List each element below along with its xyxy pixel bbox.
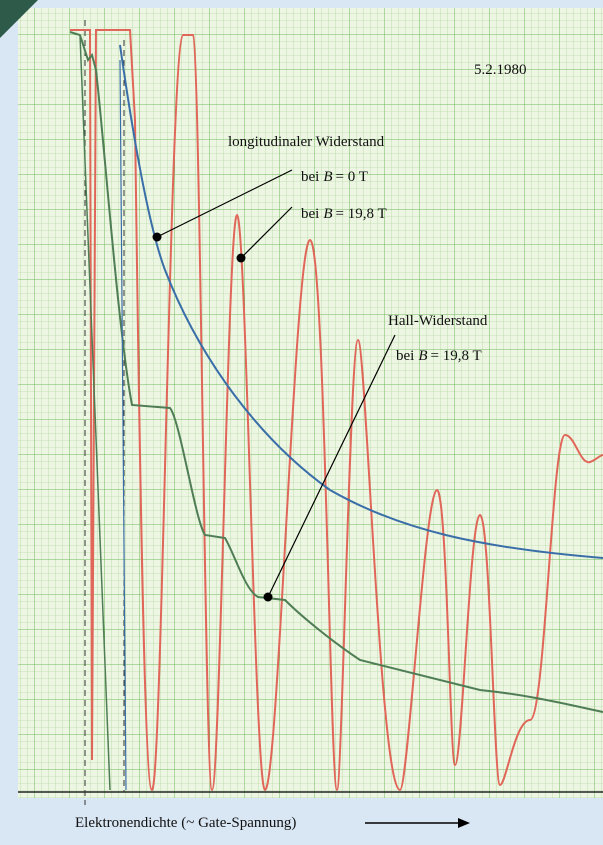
callout-dot xyxy=(264,593,273,602)
label-title: Hall-Widerstand xyxy=(388,313,488,329)
figure: 5.2.1980 longitudinaler Widerstand beiB=… xyxy=(0,0,603,845)
label-symbol: B xyxy=(323,169,332,185)
callout-dot xyxy=(153,233,162,242)
label-title: longitudinaler Widerstand xyxy=(228,134,385,150)
label-symbol: B xyxy=(418,348,427,364)
label-value: = 19,8 T xyxy=(431,348,482,364)
date: 5.2.1980 xyxy=(474,62,527,78)
label-value: = 0 T xyxy=(336,169,368,185)
label-prefix: bei xyxy=(301,169,319,185)
callout-dot xyxy=(237,254,246,263)
label-value: = 19,8 T xyxy=(336,206,387,222)
arrow-head xyxy=(458,818,470,828)
page: 5.2.1980 longitudinaler Widerstand beiB=… xyxy=(0,0,603,845)
label-symbol: B xyxy=(323,206,332,222)
label-prefix: bei xyxy=(396,348,414,364)
label-prefix: bei xyxy=(301,206,319,222)
x-axis-label: Elektronendichte (~ Gate-Spannung) xyxy=(75,815,296,831)
